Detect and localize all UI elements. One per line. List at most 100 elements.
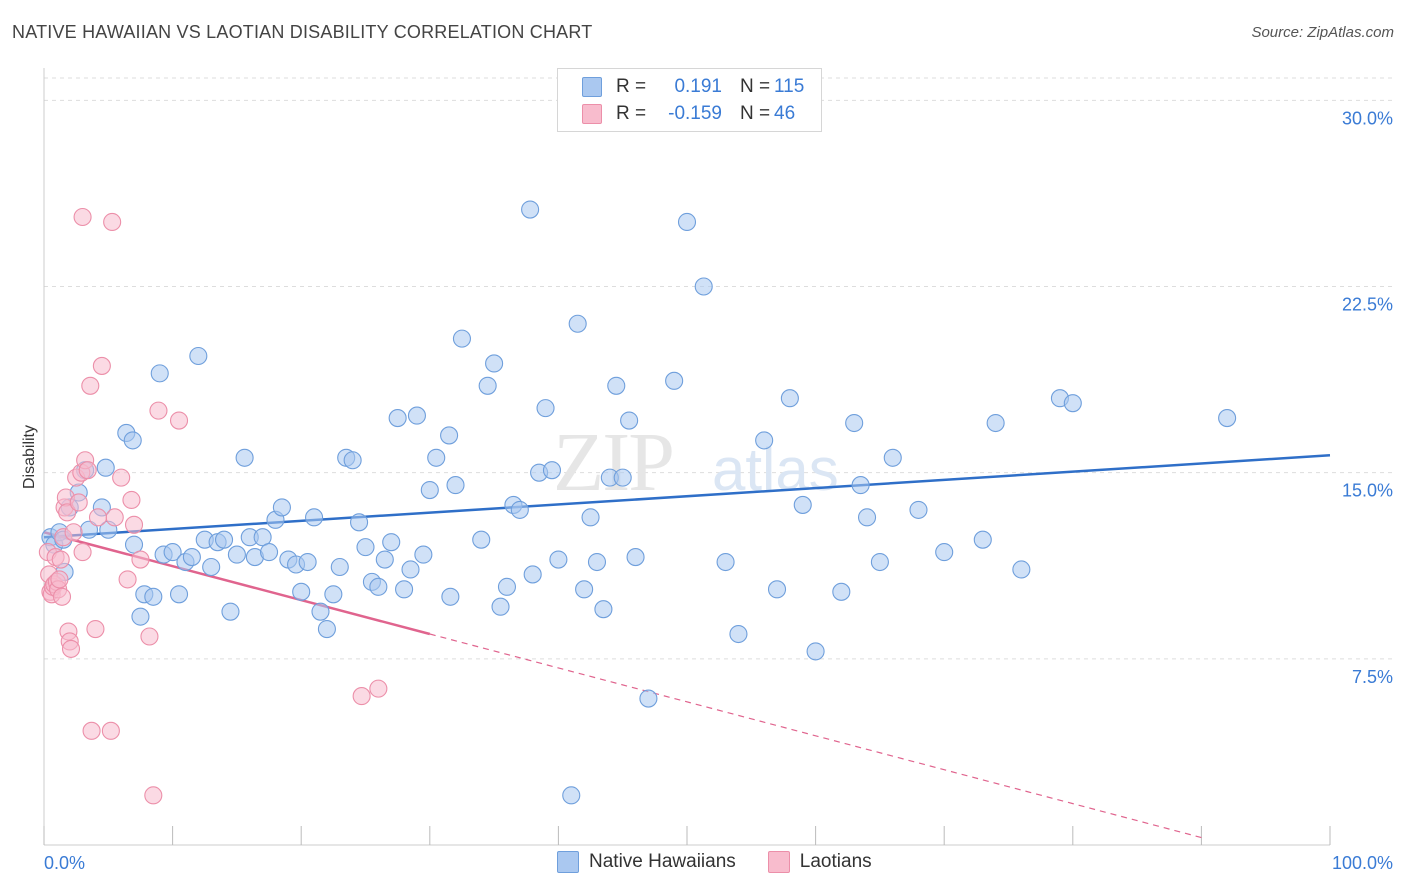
native-hawaiian-point [163,543,182,562]
y-axis-title: Disability [21,425,38,489]
native-hawaiian-point [883,448,902,467]
native-hawaiian-point [832,582,851,601]
blue-swatch [582,77,602,97]
native-hawaiian-point [568,314,587,333]
r-value: -0.159 [668,103,722,124]
chart-title: NATIVE HAWAIIAN VS LAOTIAN DISABILITY CO… [12,22,593,42]
native-hawaiian-point [272,498,291,517]
native-hawaiian-point [343,451,362,470]
native-hawaiian-point [665,371,684,390]
trend-lines [43,454,1331,839]
native-hawaiian-point [620,411,639,430]
legend-label: Native Hawaiians [589,851,736,872]
native-hawaiian-point [909,500,928,519]
native-hawaiian-point [594,600,613,619]
native-hawaiian-point [536,399,555,418]
series-legend: Native Hawaiians Laotians [557,851,904,873]
laotian-point [118,570,137,589]
laotian-point [149,401,168,420]
native-hawaiian-point [626,548,645,567]
native-hawaiian-point [369,577,388,596]
native-hawaiian-point [986,413,1005,433]
native-hawaiian-point [388,409,407,428]
laotian-point [169,411,189,430]
native-hawaiian-point [446,476,465,495]
native-hawaiian-point [124,535,144,554]
laotian-point [105,508,124,527]
native-hawaiian-point [324,585,343,604]
n-value: 46 [774,103,796,124]
native-hawaiian-point [96,458,115,477]
axes [43,68,1331,846]
laotian-point [112,468,131,487]
native-hawaiian-point [395,580,414,599]
laotian-point [73,543,92,562]
laotian-point [61,639,81,658]
native-hawaiian-point [549,550,568,569]
laotian-point [82,721,101,740]
laotian-point [50,570,69,589]
native-hawaiian-point [420,480,439,500]
native-hawaiian-point [857,508,877,527]
laotian-point [103,212,122,232]
watermark-zip: ZIP [553,416,673,509]
native-hawaiian-point [440,426,459,445]
native-hawaiian-point [221,602,240,621]
native-hawaiian-point [123,431,142,450]
trend-line-laotians [43,531,431,636]
native-hawaiian-point [472,530,491,549]
native-hawaiian-point [311,602,330,621]
y-tick-label: 15.0% [1342,481,1393,501]
native-hawaiian-point [581,508,600,527]
native-hawaiian-point [131,607,150,626]
laotian-point [51,550,70,569]
native-hawaiian-point [851,476,870,495]
laotian-point [131,550,150,569]
native-hawaiian-point [375,550,394,569]
native-hawaiian-point [523,565,542,584]
x-tick-label: 100.0% [1332,853,1393,873]
native-hawaiian-point [189,346,208,366]
laotian-point [86,619,105,639]
native-hawaiian-point [202,557,221,577]
laotian-point [73,207,92,227]
laotian-point [101,721,120,740]
native-hawaiian-point [562,786,581,805]
native-hawaiian-point [729,624,748,644]
n-label: N = [740,103,771,124]
native-hawaiian-point [935,543,954,562]
native-hawaiian-point [401,560,420,579]
pink-swatch [582,104,602,124]
native-hawaiian-point [407,406,426,425]
correlation-legend: R = 0.191 N = 115 R = -0.159 N = 46 [557,68,822,132]
r-label: R = [616,103,647,124]
native-hawaiian-point [497,577,517,596]
native-hawaiian-point [330,557,349,577]
laotian-point [144,786,163,805]
native-hawaiian-point [587,552,607,572]
native-hawaiian-point [716,552,735,572]
native-hawaiian-point [780,389,799,408]
native-hawaiian-point [382,533,401,552]
n-label: N = [740,76,771,97]
native-hawaiian-point [755,431,774,450]
native-hawaiian-point [1012,560,1031,579]
chart-source: Source: ZipAtlas.com [1251,24,1394,41]
laotian-point [58,503,77,522]
data-points [38,200,1237,805]
legend-row-laotians: R = -0.159 N = 46 [582,101,795,127]
laotian-point [124,515,144,534]
native-hawaiian-point [356,538,375,557]
native-hawaiian-point [1218,409,1237,428]
blue-swatch [557,851,579,873]
native-hawaiian-point [613,468,632,487]
laotian-point [352,687,371,706]
native-hawaiian-point [793,495,812,514]
legend-label: Laotians [799,851,872,872]
native-hawaiian-point [639,689,658,708]
native-hawaiian-point [694,277,713,296]
legend-row-native-hawaiians: R = 0.191 N = 115 [582,74,804,100]
native-hawaiian-point [973,530,992,549]
native-hawaiian-point [414,545,433,564]
native-hawaiian-point [305,508,324,527]
